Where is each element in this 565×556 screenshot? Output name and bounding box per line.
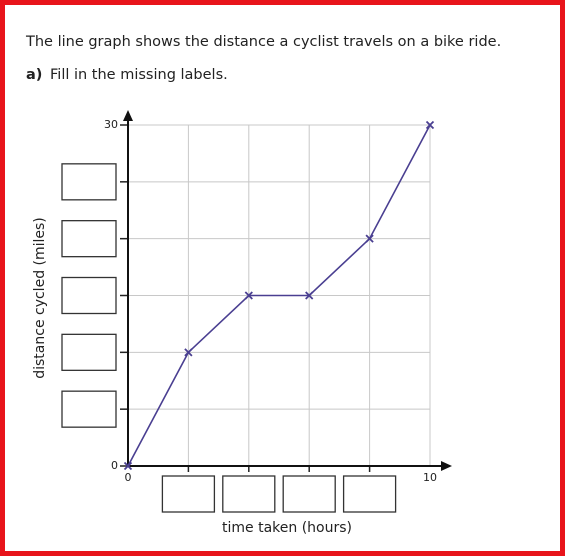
x-label-box: [222, 475, 276, 513]
intro-text: The line graph shows the distance a cycl…: [25, 34, 501, 50]
data-point: [244, 291, 253, 300]
plot: 0 10 0 30 time taken (hours) distance cycled …: [32, 110, 452, 536]
data-point: [305, 291, 314, 300]
y-label-box: [61, 276, 117, 315]
question-text: Fill in the missing labels.: [50, 67, 228, 83]
x-axis-label: time taken (hours): [222, 520, 352, 536]
x-tick-label: 0: [125, 471, 132, 484]
x-label-box: [282, 475, 336, 513]
y-axis-label: distance cycled (miles): [32, 217, 48, 379]
x-axis-arrow: [441, 461, 452, 471]
data-point: [425, 120, 435, 130]
x-label-box: [342, 475, 397, 513]
y-label-box: [61, 333, 117, 371]
data-line: [127, 124, 431, 467]
data-point: [123, 461, 133, 471]
y-tick-label: 0: [111, 459, 118, 472]
y-label-box: [61, 163, 117, 201]
data-point: [365, 234, 374, 243]
x-label-box: [161, 475, 216, 513]
data-point: [184, 348, 193, 357]
x-tick-label: 10: [423, 471, 437, 484]
y-label-box: [61, 220, 117, 258]
y-label-box: [61, 390, 117, 428]
question-number: a): [26, 67, 42, 83]
y-tick-label: 30: [104, 118, 118, 131]
y-axis-arrow: [123, 110, 133, 121]
